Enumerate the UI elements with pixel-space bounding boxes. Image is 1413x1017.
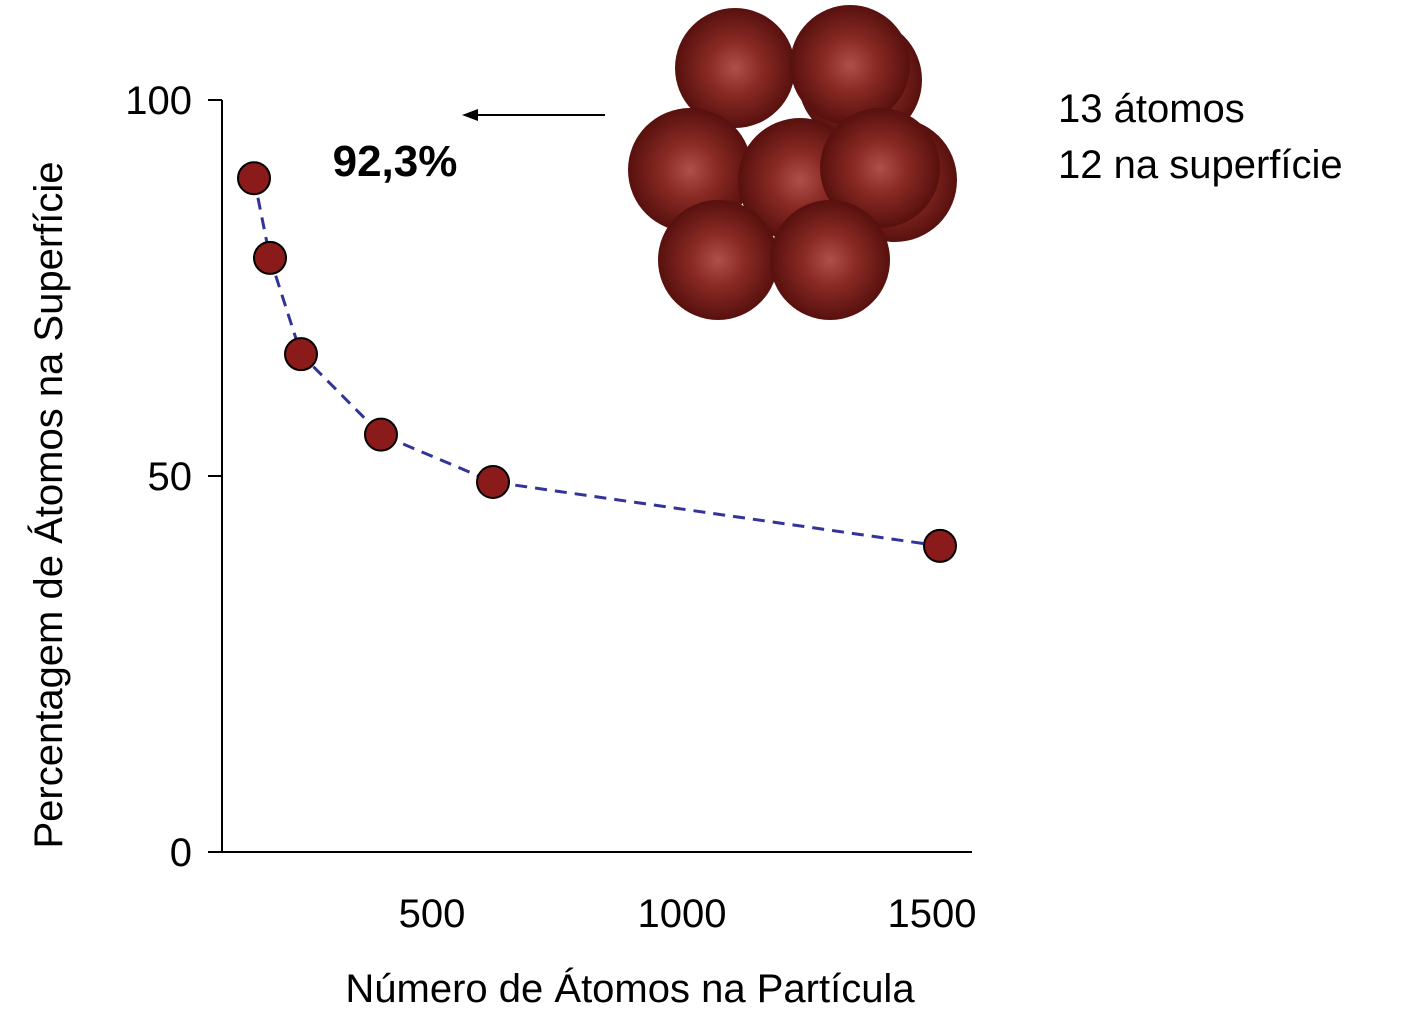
- x-tick-label: 1500: [888, 892, 977, 936]
- point: [923, 528, 957, 563]
- point: [476, 465, 510, 500]
- point: [364, 417, 398, 452]
- legend-line: 13 átomos: [1058, 87, 1245, 131]
- annotation: 92,3%: [333, 137, 458, 186]
- arrow-head: [462, 109, 478, 121]
- legend-line: 12 na superfície: [1058, 143, 1343, 187]
- point: [237, 161, 271, 196]
- point: [284, 337, 318, 372]
- y-tick-label: 0: [170, 831, 192, 875]
- y-tick-label: 50: [148, 455, 193, 499]
- y-tick-label: 100: [125, 79, 192, 123]
- x-axis-label: Número de Átomos na Partícula: [345, 966, 915, 1011]
- y-axis-label: Percentagem de Átomos na Superfície: [26, 161, 71, 848]
- cluster-illustration: [628, 5, 957, 320]
- x-tick-label: 1000: [638, 892, 727, 936]
- x-tick-label: 500: [399, 892, 466, 936]
- point: [253, 240, 287, 275]
